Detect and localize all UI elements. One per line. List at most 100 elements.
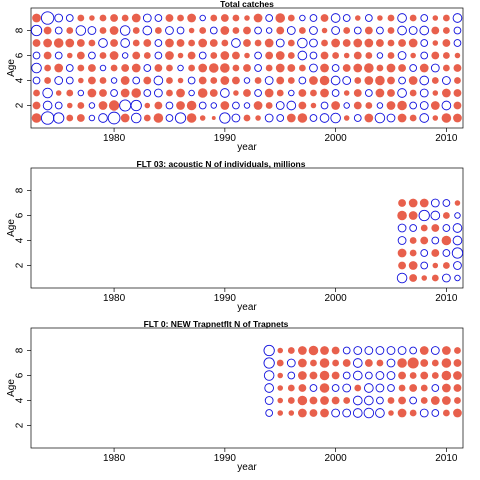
residual-bubble — [231, 113, 241, 123]
residual-bubble — [441, 358, 452, 368]
chart-title: FLT 0: NEW Trapnetflt N of Trapnets — [144, 319, 289, 329]
residual-bubble — [420, 51, 429, 60]
residual-bubble — [275, 13, 286, 23]
residual-bubble — [419, 25, 430, 36]
residual-bubble — [320, 88, 329, 98]
residual-bubble — [364, 395, 374, 406]
residual-bubble — [420, 249, 429, 257]
x-axis-label: year — [237, 302, 257, 313]
residual-bubble — [220, 26, 230, 35]
residual-bubble — [375, 383, 385, 393]
residual-bubble — [243, 26, 251, 35]
residual-bubble — [187, 76, 196, 85]
residual-bubble — [110, 64, 118, 72]
residual-bubble — [397, 248, 407, 258]
residual-bubble — [387, 52, 395, 59]
residual-bubble — [298, 64, 306, 72]
residual-bubble — [442, 27, 450, 34]
residual-bubble — [331, 396, 340, 405]
residual-bubble — [419, 75, 430, 86]
residual-bubble — [298, 346, 307, 355]
residual-bubble — [397, 210, 407, 221]
residual-bubble — [454, 274, 461, 282]
residual-bubble — [177, 14, 184, 22]
residual-bubble — [121, 52, 129, 59]
residual-bubble — [165, 114, 174, 122]
residual-bubble — [165, 38, 174, 48]
residual-bubble — [220, 14, 229, 22]
residual-bubble — [110, 89, 118, 97]
residual-bubble — [265, 64, 273, 72]
residual-bubble — [263, 357, 275, 369]
residual-bubble — [398, 199, 406, 207]
bubble-marks — [396, 198, 464, 284]
residual-bubble — [265, 409, 274, 417]
residual-bubble — [54, 13, 64, 23]
residual-bubble — [77, 14, 85, 22]
residual-bubble — [119, 99, 132, 112]
residual-bubble — [130, 99, 142, 112]
residual-bubble — [264, 113, 274, 123]
residual-bubble — [55, 90, 62, 96]
residual-bubble — [220, 101, 230, 110]
residual-bubble — [66, 102, 73, 109]
residual-bubble — [53, 38, 64, 48]
residual-bubble — [420, 224, 428, 232]
residual-bubble — [298, 27, 306, 34]
residual-bubble — [441, 235, 452, 246]
residual-bubble — [409, 346, 418, 355]
residual-bubble — [287, 64, 296, 72]
residual-bubble — [431, 384, 440, 392]
residual-bubble — [132, 27, 140, 34]
residual-bubble — [397, 88, 407, 98]
residual-bubble — [420, 261, 429, 270]
residual-bubble — [44, 64, 52, 72]
x-tick-label: 1990 — [214, 133, 237, 144]
residual-bubble — [320, 396, 329, 405]
residual-bubble — [287, 384, 295, 392]
residual-bubble — [243, 89, 251, 97]
residual-bubble — [309, 26, 318, 35]
residual-bubble — [409, 14, 417, 22]
residual-bubble — [430, 396, 440, 405]
residual-bubble — [187, 13, 196, 23]
residual-bubble — [398, 261, 406, 270]
residual-bubble — [265, 102, 273, 109]
residual-bubble — [431, 372, 439, 379]
residual-bubble — [165, 51, 174, 60]
residual-bubble — [264, 76, 274, 85]
residual-bubble — [120, 88, 130, 98]
residual-bubble — [442, 249, 451, 257]
residual-bubble — [343, 115, 350, 121]
residual-bubble — [386, 63, 396, 73]
residual-bubble — [264, 383, 274, 393]
residual-bubble — [309, 114, 318, 122]
residual-bubble — [287, 397, 295, 404]
residual-bubble — [410, 52, 416, 59]
residual-bubble — [54, 101, 63, 110]
residual-bubble — [32, 13, 41, 23]
residual-bubble — [42, 100, 53, 111]
residual-bubble — [298, 101, 307, 110]
x-tick-label: 2000 — [324, 293, 347, 304]
residual-bubble — [432, 115, 439, 121]
plot-frame — [30, 7, 464, 129]
residual-bubble — [31, 113, 42, 123]
residual-bubble — [377, 15, 383, 21]
residual-bubble — [265, 14, 274, 22]
residual-bubble — [208, 63, 219, 73]
residual-bubble — [430, 198, 440, 208]
residual-bubble — [386, 346, 396, 355]
residual-bubble — [354, 384, 362, 392]
residual-bubble — [419, 113, 430, 123]
residual-bubble — [442, 88, 451, 98]
residual-bubble — [420, 384, 428, 392]
residual-bubble — [299, 14, 306, 22]
residual-bubble — [198, 63, 208, 73]
residual-bubble — [408, 26, 418, 35]
residual-bubble — [442, 262, 450, 269]
residual-bubble — [309, 396, 318, 405]
residual-bubble — [287, 39, 295, 47]
residual-bubble — [320, 101, 329, 110]
residual-bubble — [453, 408, 462, 418]
